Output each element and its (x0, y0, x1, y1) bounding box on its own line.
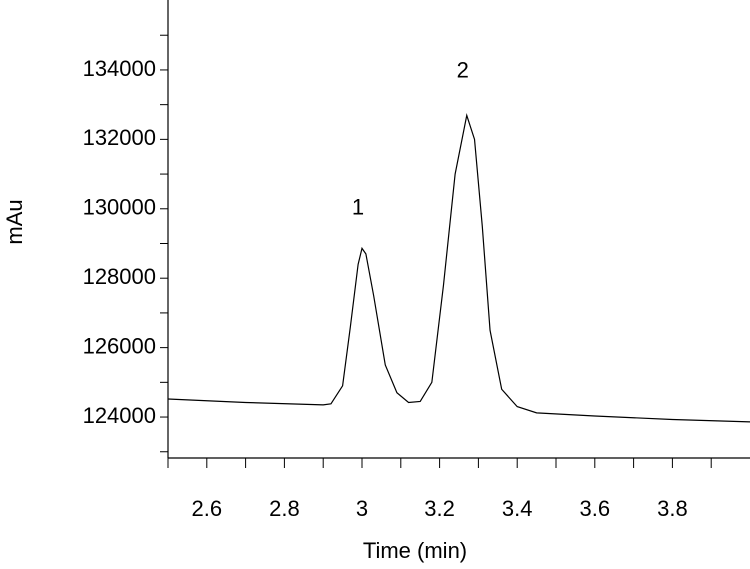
x-tick-label: 2.6 (192, 496, 223, 521)
x-tick-label: 3 (356, 496, 368, 521)
y-tick-label: 132000 (83, 125, 156, 150)
x-tick-label: 3.6 (580, 496, 611, 521)
x-tick-label: 3.2 (424, 496, 455, 521)
y-tick-label: 124000 (83, 403, 156, 428)
line (167, 113, 750, 423)
y-axis-label: mAu (2, 199, 27, 244)
y-tick-label: 134000 (83, 56, 156, 81)
x-axis-label: Time (min) (363, 538, 467, 563)
y-tick-label: 130000 (83, 195, 156, 220)
x-tick-label: 3.4 (502, 496, 533, 521)
y-tick-label: 128000 (83, 264, 156, 289)
x-tick-label: 3.8 (657, 496, 688, 521)
peak-label: 1 (352, 195, 364, 220)
x-tick-label: 2.8 (269, 496, 300, 521)
peak-label: 2 (457, 57, 469, 82)
y-tick-label: 126000 (83, 333, 156, 358)
